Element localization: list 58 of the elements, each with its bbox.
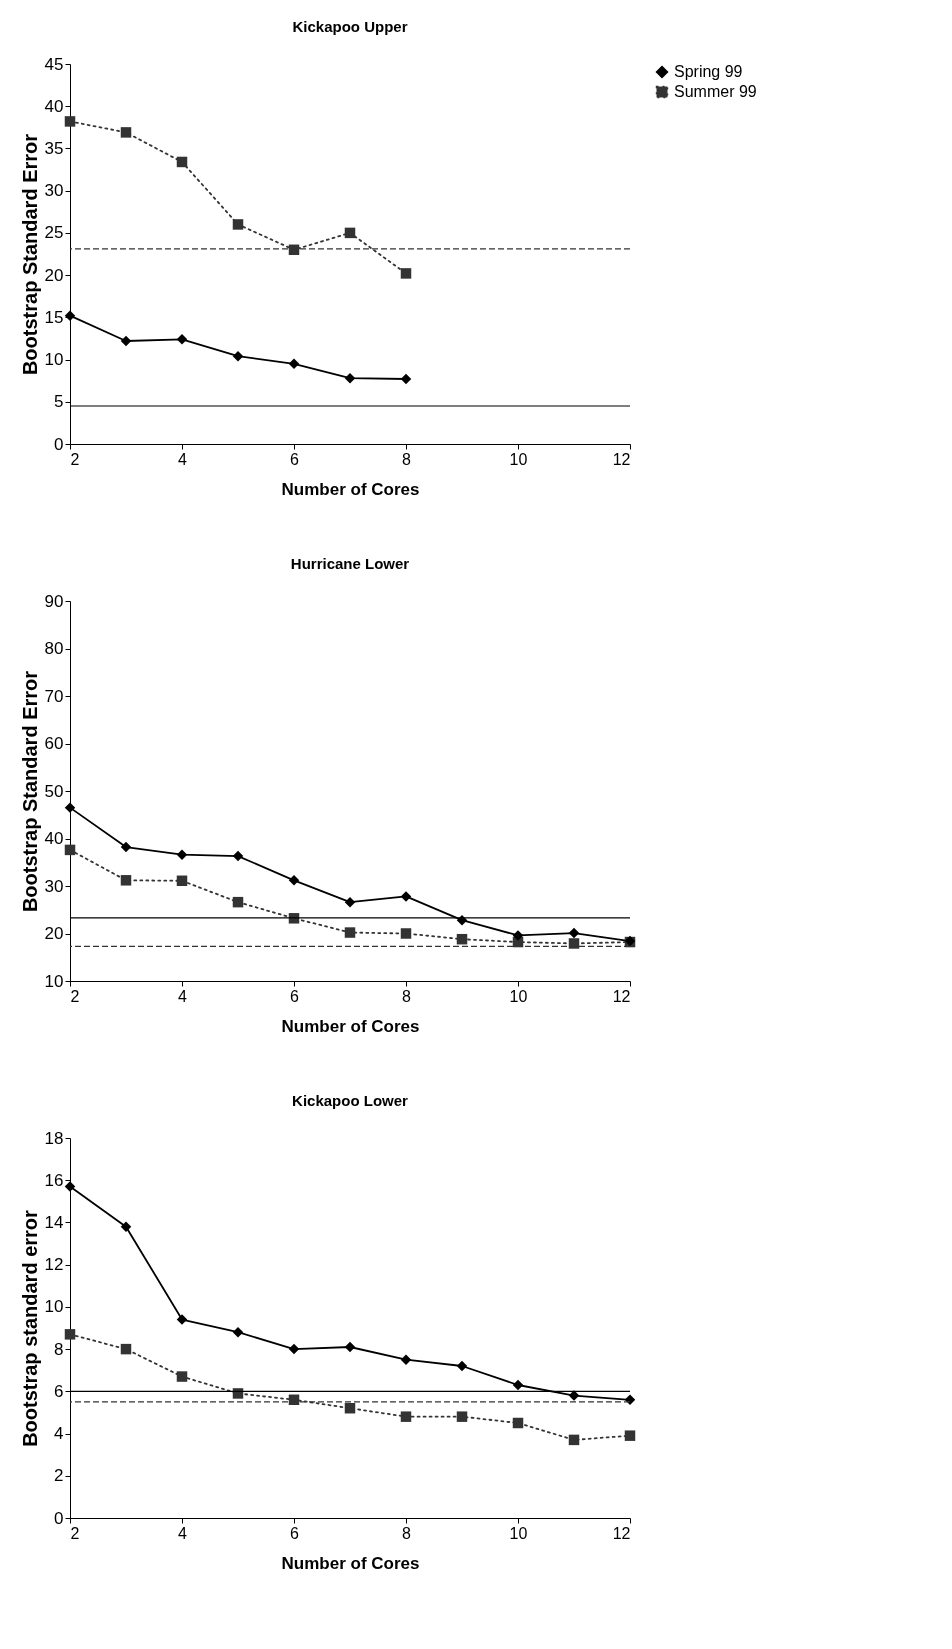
y-tick-label: 15	[44, 307, 64, 327]
x-tick-label: 10	[509, 987, 528, 1005]
y-tick-label: 10	[44, 971, 64, 991]
x-tick-label: 2	[70, 1524, 80, 1542]
y-axis-title: Bootstrap standard error	[18, 1209, 41, 1447]
y-tick-label: 70	[44, 686, 64, 706]
y-tick-label: 45	[44, 54, 64, 74]
x-tick-label: 12	[612, 987, 631, 1005]
y-tick-label: 18	[44, 1128, 64, 1148]
y-tick-label: 0	[54, 1508, 64, 1528]
y-tick-label: 12	[44, 1255, 64, 1275]
legend-label: Summer 99	[674, 83, 757, 100]
y-tick-label: 20	[44, 924, 64, 943]
y-tick-label: 25	[44, 223, 64, 243]
x-tick-label: 10	[509, 450, 528, 468]
y-tick-label: 10	[44, 350, 64, 370]
y-tick-label: 4	[54, 1424, 64, 1444]
x-tick-label: 4	[178, 987, 188, 1005]
x-tick-label: 10	[509, 1524, 528, 1542]
chart-title: Hurricane Lower	[290, 555, 410, 572]
y-tick-label: 16	[44, 1170, 64, 1190]
y-tick-label: 6	[54, 1381, 64, 1401]
x-tick-label: 12	[612, 1524, 631, 1542]
y-axis-title: Bootstrap Standard Error	[18, 670, 41, 913]
y-tick-label: 50	[44, 781, 64, 801]
y-tick-label: 10	[44, 1297, 64, 1317]
y-tick-label: 30	[44, 876, 64, 896]
x-tick-label: 4	[178, 1524, 188, 1542]
y-tick-label: 8	[54, 1339, 64, 1359]
x-axis-title: Number of Cores	[281, 1553, 420, 1573]
chart-title: Kickapoo Lower	[292, 1092, 409, 1109]
x-tick-label: 6	[290, 987, 300, 1005]
x-tick-label: 8	[402, 987, 412, 1005]
y-tick-label: 20	[44, 265, 64, 285]
x-tick-label: 6	[290, 450, 300, 468]
y-tick-label: 90	[44, 591, 64, 611]
y-tick-label: 80	[44, 639, 64, 658]
y-tick-label: 40	[44, 829, 64, 848]
y-tick-label: 5	[54, 392, 64, 412]
x-tick-label: 12	[612, 450, 631, 468]
x-tick-label: 2	[70, 450, 80, 468]
x-tick-label: 8	[402, 1524, 412, 1542]
y-axis-title: Bootstrap Standard Error	[18, 133, 41, 376]
y-tick-label: 0	[54, 434, 64, 454]
y-tick-label: 14	[44, 1212, 64, 1232]
y-tick-label: 60	[44, 734, 64, 753]
y-tick-label: 40	[44, 96, 64, 116]
legend-label: Spring 99	[674, 63, 743, 80]
x-tick-label: 2	[70, 987, 80, 1005]
x-tick-label: 8	[402, 450, 412, 468]
x-axis-title: Number of Cores	[281, 1016, 420, 1036]
x-axis-title: Number of Cores	[281, 479, 420, 499]
x-tick-label: 6	[290, 1524, 300, 1542]
y-tick-label: 2	[54, 1466, 64, 1486]
y-tick-label: 30	[44, 181, 64, 201]
y-tick-label: 35	[44, 138, 64, 158]
x-tick-label: 4	[178, 450, 188, 468]
chart-title: Kickapoo Upper	[292, 18, 408, 35]
